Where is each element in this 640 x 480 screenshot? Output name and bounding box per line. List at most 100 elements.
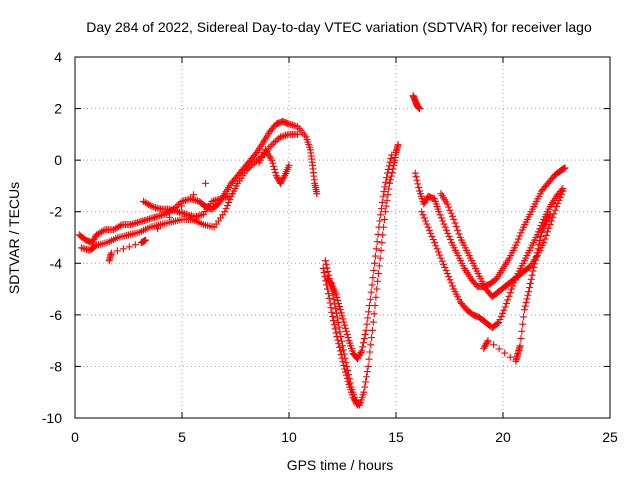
data-point-marker <box>330 321 338 329</box>
data-point-marker <box>385 185 393 193</box>
data-point-marker <box>374 277 382 285</box>
y-tick-label: -4 <box>50 255 63 271</box>
data-point-marker <box>413 176 421 184</box>
data-point-marker <box>116 222 124 230</box>
data-point-marker <box>424 223 432 231</box>
data-point-marker <box>336 328 344 336</box>
data-point-marker <box>517 229 525 237</box>
data-point-marker <box>367 341 375 349</box>
data-point-marker <box>246 163 254 171</box>
data-point-marker <box>276 179 284 187</box>
data-point-marker <box>273 136 281 144</box>
data-point-marker <box>440 260 448 268</box>
data-point-marker <box>319 264 327 272</box>
data-point-marker <box>343 330 351 338</box>
data-point-marker <box>420 214 428 222</box>
data-point-marker <box>543 216 551 224</box>
data-point-marker <box>363 320 371 328</box>
data-point-marker <box>336 343 344 351</box>
data-point-marker <box>411 169 419 177</box>
data-point-marker <box>325 294 333 302</box>
data-point-marker <box>445 232 453 240</box>
y-tick-label: 0 <box>54 152 62 168</box>
data-point-marker <box>529 267 537 275</box>
data-point-marker <box>525 288 533 296</box>
data-point-marker <box>146 202 154 210</box>
axis-ticks <box>74 56 611 419</box>
series-track-i <box>411 164 569 290</box>
data-point-marker <box>247 162 255 170</box>
data-point-marker <box>383 174 391 182</box>
data-point-marker <box>269 159 277 167</box>
data-point-marker <box>546 210 554 218</box>
data-point-marker <box>354 353 362 361</box>
data-point-marker <box>371 259 379 267</box>
data-point-marker <box>481 343 489 351</box>
data-point-marker <box>373 238 381 246</box>
data-point-marker <box>540 239 548 247</box>
data-point-marker <box>107 249 115 257</box>
data-point-marker <box>271 169 279 177</box>
data-point-marker <box>420 200 428 208</box>
data-point-marker <box>495 345 503 353</box>
y-axis-label: SDTVAR / TECUs <box>6 182 22 294</box>
data-point-marker <box>365 302 373 310</box>
data-point-marker <box>554 199 562 207</box>
data-point-marker <box>322 277 330 285</box>
data-point-marker <box>340 361 348 369</box>
data-point-marker <box>558 190 566 198</box>
data-point-marker <box>369 318 377 326</box>
data-point-marker <box>436 211 444 219</box>
data-point-marker <box>537 232 545 240</box>
data-point-marker <box>451 219 459 227</box>
series-track-l <box>480 210 554 365</box>
data-point-marker <box>536 237 544 245</box>
data-point-marker <box>520 313 528 321</box>
data-point-marker <box>383 169 391 177</box>
data-point-marker <box>249 160 257 168</box>
data-point-marker <box>496 315 504 323</box>
data-point-marker <box>329 312 337 320</box>
data-point-marker <box>386 176 394 184</box>
scatter-series <box>75 92 569 409</box>
data-point-marker <box>367 288 375 296</box>
x-axis-label: GPS time / hours <box>287 457 394 473</box>
data-point-marker <box>270 165 278 173</box>
data-point-marker <box>523 295 531 303</box>
series-track-g <box>319 264 361 409</box>
data-point-marker <box>504 296 512 304</box>
data-point-marker <box>341 368 349 376</box>
data-point-marker <box>341 321 349 329</box>
y-tick-label: 4 <box>54 49 62 65</box>
data-point-marker <box>321 257 329 265</box>
x-tick-label: 25 <box>602 429 618 445</box>
data-point-marker <box>497 312 505 320</box>
data-point-marker <box>356 350 364 358</box>
data-point-marker <box>368 334 376 342</box>
data-point-marker <box>279 175 287 183</box>
data-point-marker <box>271 138 279 146</box>
series-track-k <box>437 187 567 301</box>
series-track-f <box>324 151 396 363</box>
data-point-marker <box>340 318 348 326</box>
data-point-marker <box>341 324 349 332</box>
y-tick-label: 2 <box>54 101 62 117</box>
data-point-marker <box>427 229 435 237</box>
series-track-j <box>418 185 567 332</box>
data-point-marker <box>423 220 431 228</box>
data-point-marker <box>268 141 276 149</box>
x-tick-label: 5 <box>178 429 186 445</box>
data-point-marker <box>375 223 383 231</box>
x-tick-label: 20 <box>495 429 511 445</box>
data-point-marker <box>376 254 384 262</box>
data-point-marker <box>369 274 377 282</box>
data-point-marker <box>386 179 394 187</box>
x-tick-label: 15 <box>388 429 404 445</box>
data-point-marker <box>190 191 198 199</box>
data-point-marker <box>244 165 252 173</box>
data-point-marker <box>519 320 527 328</box>
data-point-marker <box>532 256 540 264</box>
data-point-marker <box>349 393 357 401</box>
plot-frame <box>74 56 611 419</box>
